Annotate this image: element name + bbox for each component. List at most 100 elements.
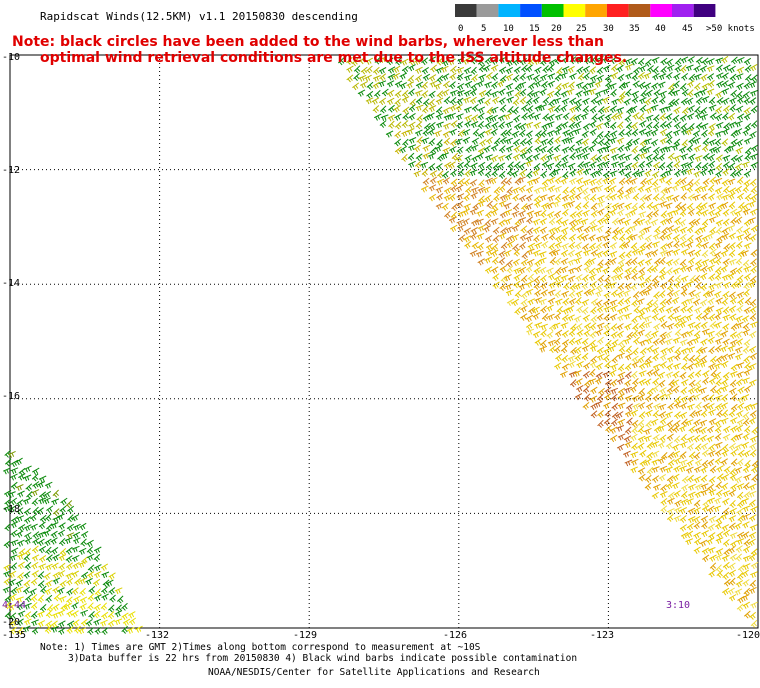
wind-barb: [609, 313, 618, 321]
wind-barb: [707, 483, 715, 492]
wind-barb: [604, 393, 612, 401]
wind-barb: [679, 459, 688, 467]
wind-barb: [455, 104, 463, 112]
wind-barb: [394, 130, 402, 139]
wind-barb: [730, 483, 738, 491]
wind-barb: [589, 193, 597, 203]
wind-barb: [616, 377, 625, 385]
wind-barb: [603, 138, 611, 147]
wind-barb: [652, 146, 660, 155]
wind-barb: [652, 153, 659, 162]
wind-barb: [749, 90, 758, 97]
wind-barb: [652, 368, 660, 377]
wind-barb: [617, 371, 626, 379]
wind-barb: [555, 329, 563, 338]
wind-barb: [574, 346, 582, 354]
wind-barb: [735, 338, 744, 346]
wind-barb: [638, 202, 646, 211]
wind-barb: [680, 123, 688, 131]
wind-barb: [714, 497, 722, 505]
lat-label: -10: [2, 52, 20, 63]
wind-barb: [636, 170, 645, 178]
wind-barb: [540, 185, 549, 192]
wind-barb: [736, 234, 745, 241]
wind-barb: [393, 104, 401, 113]
wind-barb: [71, 545, 80, 553]
wind-barb: [695, 208, 703, 217]
wind-barb: [629, 105, 638, 113]
wind-barb: [589, 66, 597, 75]
wind-barb: [692, 130, 701, 138]
wind-barb: [743, 385, 752, 393]
wind-barb: [422, 73, 431, 82]
wind-barb: [560, 104, 568, 113]
wind-barb: [736, 304, 744, 313]
wind-barb: [560, 227, 569, 235]
wind-barb: [498, 145, 506, 154]
wind-barb: [500, 241, 508, 250]
wind-barb: [715, 113, 723, 122]
wind-barb: [736, 371, 744, 379]
wind-barb: [730, 169, 737, 178]
wind-barb: [577, 72, 585, 81]
legend-label: 20: [551, 24, 562, 34]
wind-barb: [685, 128, 694, 136]
wind-barb: [735, 73, 744, 80]
wind-barb: [686, 168, 694, 176]
wind-barb: [722, 290, 730, 299]
wind-barb: [694, 483, 703, 491]
wind-barb: [645, 114, 654, 122]
wind-barb: [545, 267, 554, 275]
wind-barb: [449, 128, 458, 136]
wind-barb: [23, 507, 31, 516]
wind-barb: [743, 57, 752, 66]
wind-barb: [394, 98, 402, 107]
wind-barb: [631, 426, 639, 435]
wind-barb: [573, 370, 582, 377]
wind-barb: [37, 538, 45, 547]
wind-barb: [658, 473, 667, 482]
wind-barb: [708, 377, 717, 385]
wind-barb: [730, 458, 738, 467]
wind-barb: [595, 377, 603, 385]
wind-barb: [624, 144, 632, 152]
wind-barb: [513, 280, 521, 289]
wind-barb: [422, 98, 430, 107]
wind-barb: [721, 473, 730, 482]
wind-barb: [548, 58, 557, 67]
wind-barb: [715, 521, 723, 530]
wind-barb: [555, 353, 563, 362]
wind-barb: [688, 218, 696, 227]
wind-barb: [590, 386, 598, 395]
wind-barb: [735, 147, 744, 155]
wind-barb: [589, 330, 597, 339]
wind-barb: [652, 114, 660, 123]
wind-barb: [87, 627, 95, 636]
wind-barb: [743, 368, 752, 377]
wind-barb: [729, 499, 736, 508]
wind-barb: [630, 122, 638, 130]
wind-barb: [736, 90, 743, 99]
wind-barb: [713, 505, 722, 513]
wind-barb: [372, 105, 380, 114]
wind-barb: [463, 203, 472, 211]
wind-barb: [737, 572, 744, 581]
wind-barb: [525, 97, 533, 106]
wind-barb: [708, 123, 716, 131]
wind-barb: [694, 227, 702, 236]
wind-barb: [750, 506, 758, 514]
wind-barb: [715, 121, 724, 129]
wind-barb: [750, 105, 758, 114]
wind-barb: [728, 112, 736, 121]
wind-barb: [659, 232, 667, 241]
wind-barb: [630, 257, 638, 266]
wind-barb: [470, 232, 478, 240]
wind-barb: [623, 98, 632, 106]
wind-barb: [665, 130, 673, 139]
wind-barb: [617, 402, 626, 410]
wind-barb: [74, 625, 81, 634]
wind-barb: [596, 161, 605, 170]
wind-barb: [611, 98, 619, 106]
wind-barb: [567, 200, 576, 208]
wind-barb: [671, 144, 680, 151]
